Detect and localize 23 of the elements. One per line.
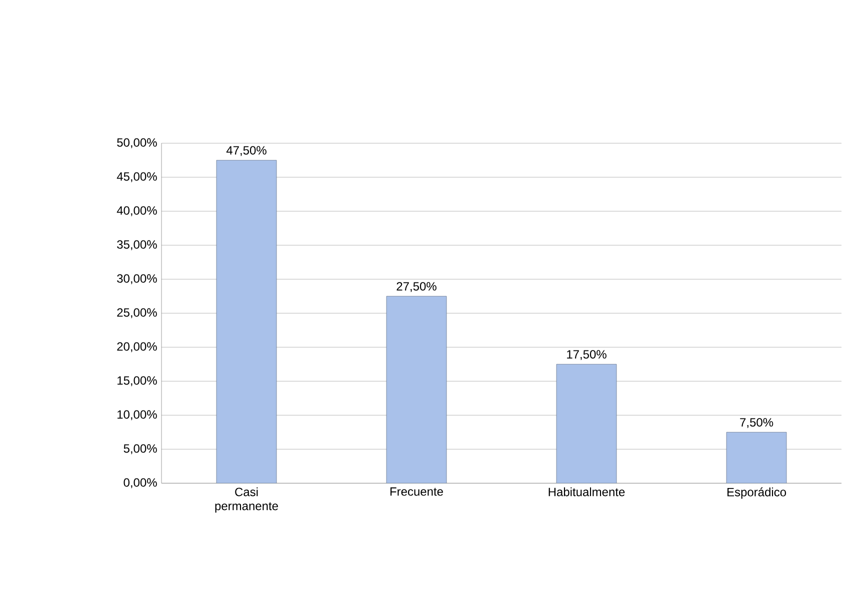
- bar: [216, 160, 277, 484]
- y-tick-label: 5,00%: [124, 444, 157, 454]
- y-tick-label: 50,00%: [117, 138, 157, 148]
- y-tick-label: 20,00%: [117, 342, 157, 352]
- x-tick-label: Habitualmente: [548, 487, 625, 496]
- y-tick-label: 10,00%: [118, 410, 157, 420]
- data-label: 47,50%: [226, 146, 266, 156]
- x-tick-label: Esporádico: [727, 487, 786, 499]
- y-tick-label: 15,00%: [118, 376, 157, 386]
- y-tick-label: 0,00%: [124, 478, 157, 488]
- y-tick-label: 25,00%: [117, 308, 157, 318]
- bar: [556, 364, 617, 484]
- bar: [726, 432, 787, 484]
- data-label: 27,50%: [396, 282, 436, 292]
- x-tick-label: Casi permanente: [215, 487, 278, 513]
- data-label: 7,50%: [740, 418, 774, 428]
- y-tick-label: 45,00%: [116, 172, 157, 182]
- data-label: 17,50%: [567, 350, 606, 360]
- y-tick-label: 40,00%: [116, 206, 157, 216]
- y-tick-label: 30,00%: [117, 274, 157, 284]
- bar: [386, 296, 447, 484]
- y-tick-label: 35,00%: [117, 240, 157, 250]
- x-tick-label: Frecuente: [390, 487, 443, 496]
